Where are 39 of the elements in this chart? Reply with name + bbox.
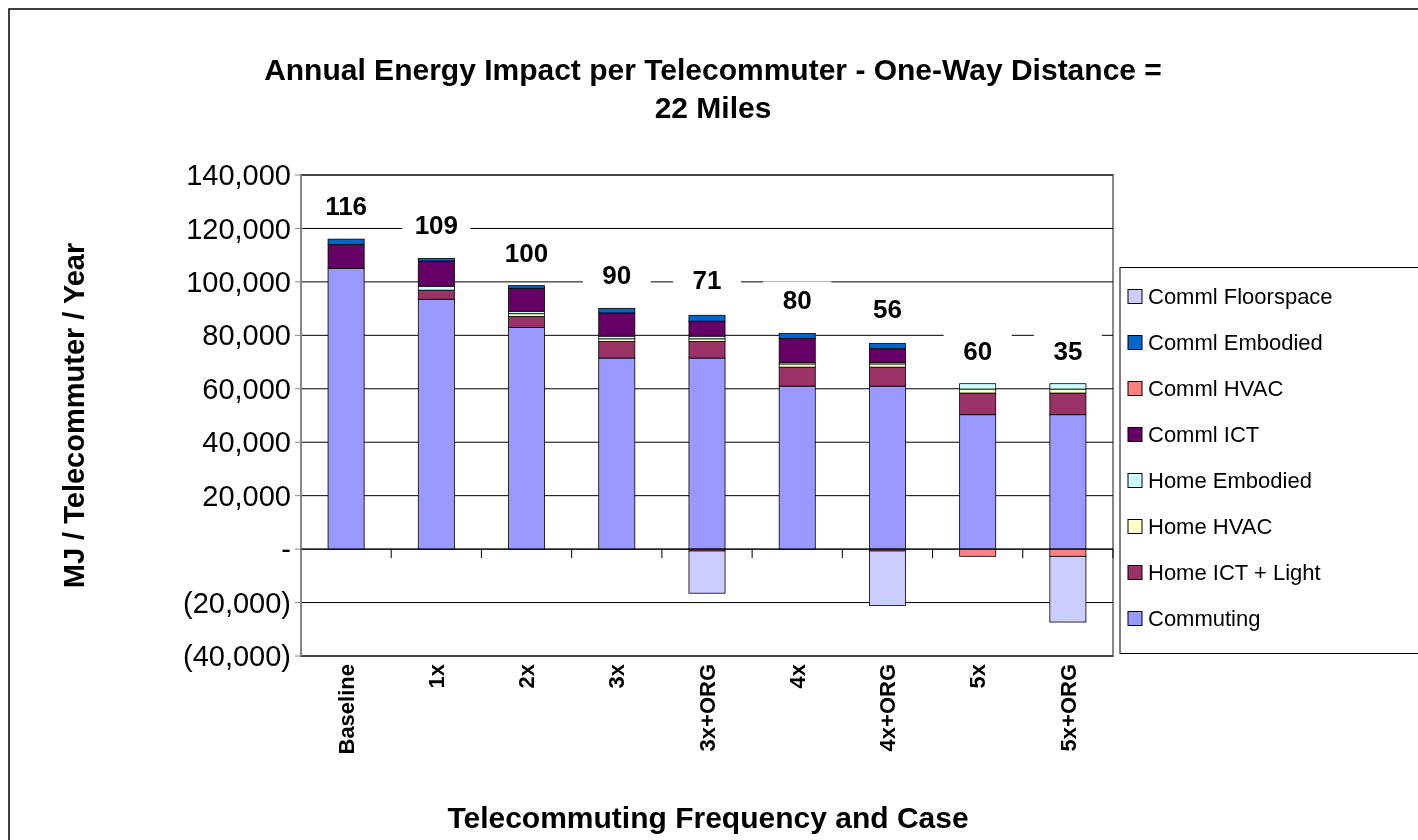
y-tick-label: (20,000) <box>182 586 291 619</box>
chart-title: Annual Energy Impact per Telecommuter - One-Way Distance = 22 Miles <box>264 53 1162 124</box>
x-tick-label: 3x <box>604 663 630 689</box>
legend-label: Comml Embodied <box>1148 330 1323 356</box>
y-tick-label: - <box>281 533 291 566</box>
y-tick-label: 20,000 <box>202 479 291 512</box>
y-tick-label: 120,000 <box>186 212 291 245</box>
x-tick-label: 1x <box>424 663 450 689</box>
legend-label: Home Embodied <box>1148 468 1312 494</box>
x-tick-label: 2x <box>514 663 540 689</box>
annotation: 71 <box>692 265 722 296</box>
legend-label: Comml ICT <box>1148 422 1260 448</box>
y-tick-label: 100,000 <box>186 266 291 299</box>
y-tick-label: (40,000) <box>182 640 291 673</box>
x-tick-label: 5x <box>965 663 991 689</box>
legend-label: Comml Floorspace <box>1148 284 1333 310</box>
y-axis-title: MJ / Telecommuter / Year <box>58 242 90 589</box>
y-tick-label: 40,000 <box>202 426 291 459</box>
x-tick-label: 5x+ORG <box>1055 664 1081 752</box>
y-tick-label: 80,000 <box>202 319 291 352</box>
annotation: 56 <box>872 294 902 325</box>
legend-label: Comml HVAC <box>1148 376 1284 402</box>
annotation: 116 <box>325 191 368 222</box>
legend-label: Commuting <box>1148 606 1261 632</box>
annotation: 80 <box>782 285 812 316</box>
y-tick-label: 60,000 <box>202 372 291 405</box>
x-axis-title: Telecommuting Frequency and Case <box>447 801 969 834</box>
annotation: 90 <box>602 260 632 291</box>
x-tick-label: 4x <box>784 663 810 689</box>
annotation: 60 <box>963 335 993 366</box>
annotation: 100 <box>504 237 549 268</box>
x-tick-label: Baseline <box>333 664 359 755</box>
legend-label: Home HVAC <box>1148 514 1273 540</box>
x-tick-label: 4x+ORG <box>875 664 901 752</box>
annotation: 35 <box>1053 335 1083 366</box>
y-tick-label: 140,000 <box>186 159 291 192</box>
annotation: 109 <box>414 210 459 241</box>
legend-label: Home ICT + Light <box>1148 560 1321 586</box>
x-tick-label: 3x+ORG <box>694 664 720 752</box>
